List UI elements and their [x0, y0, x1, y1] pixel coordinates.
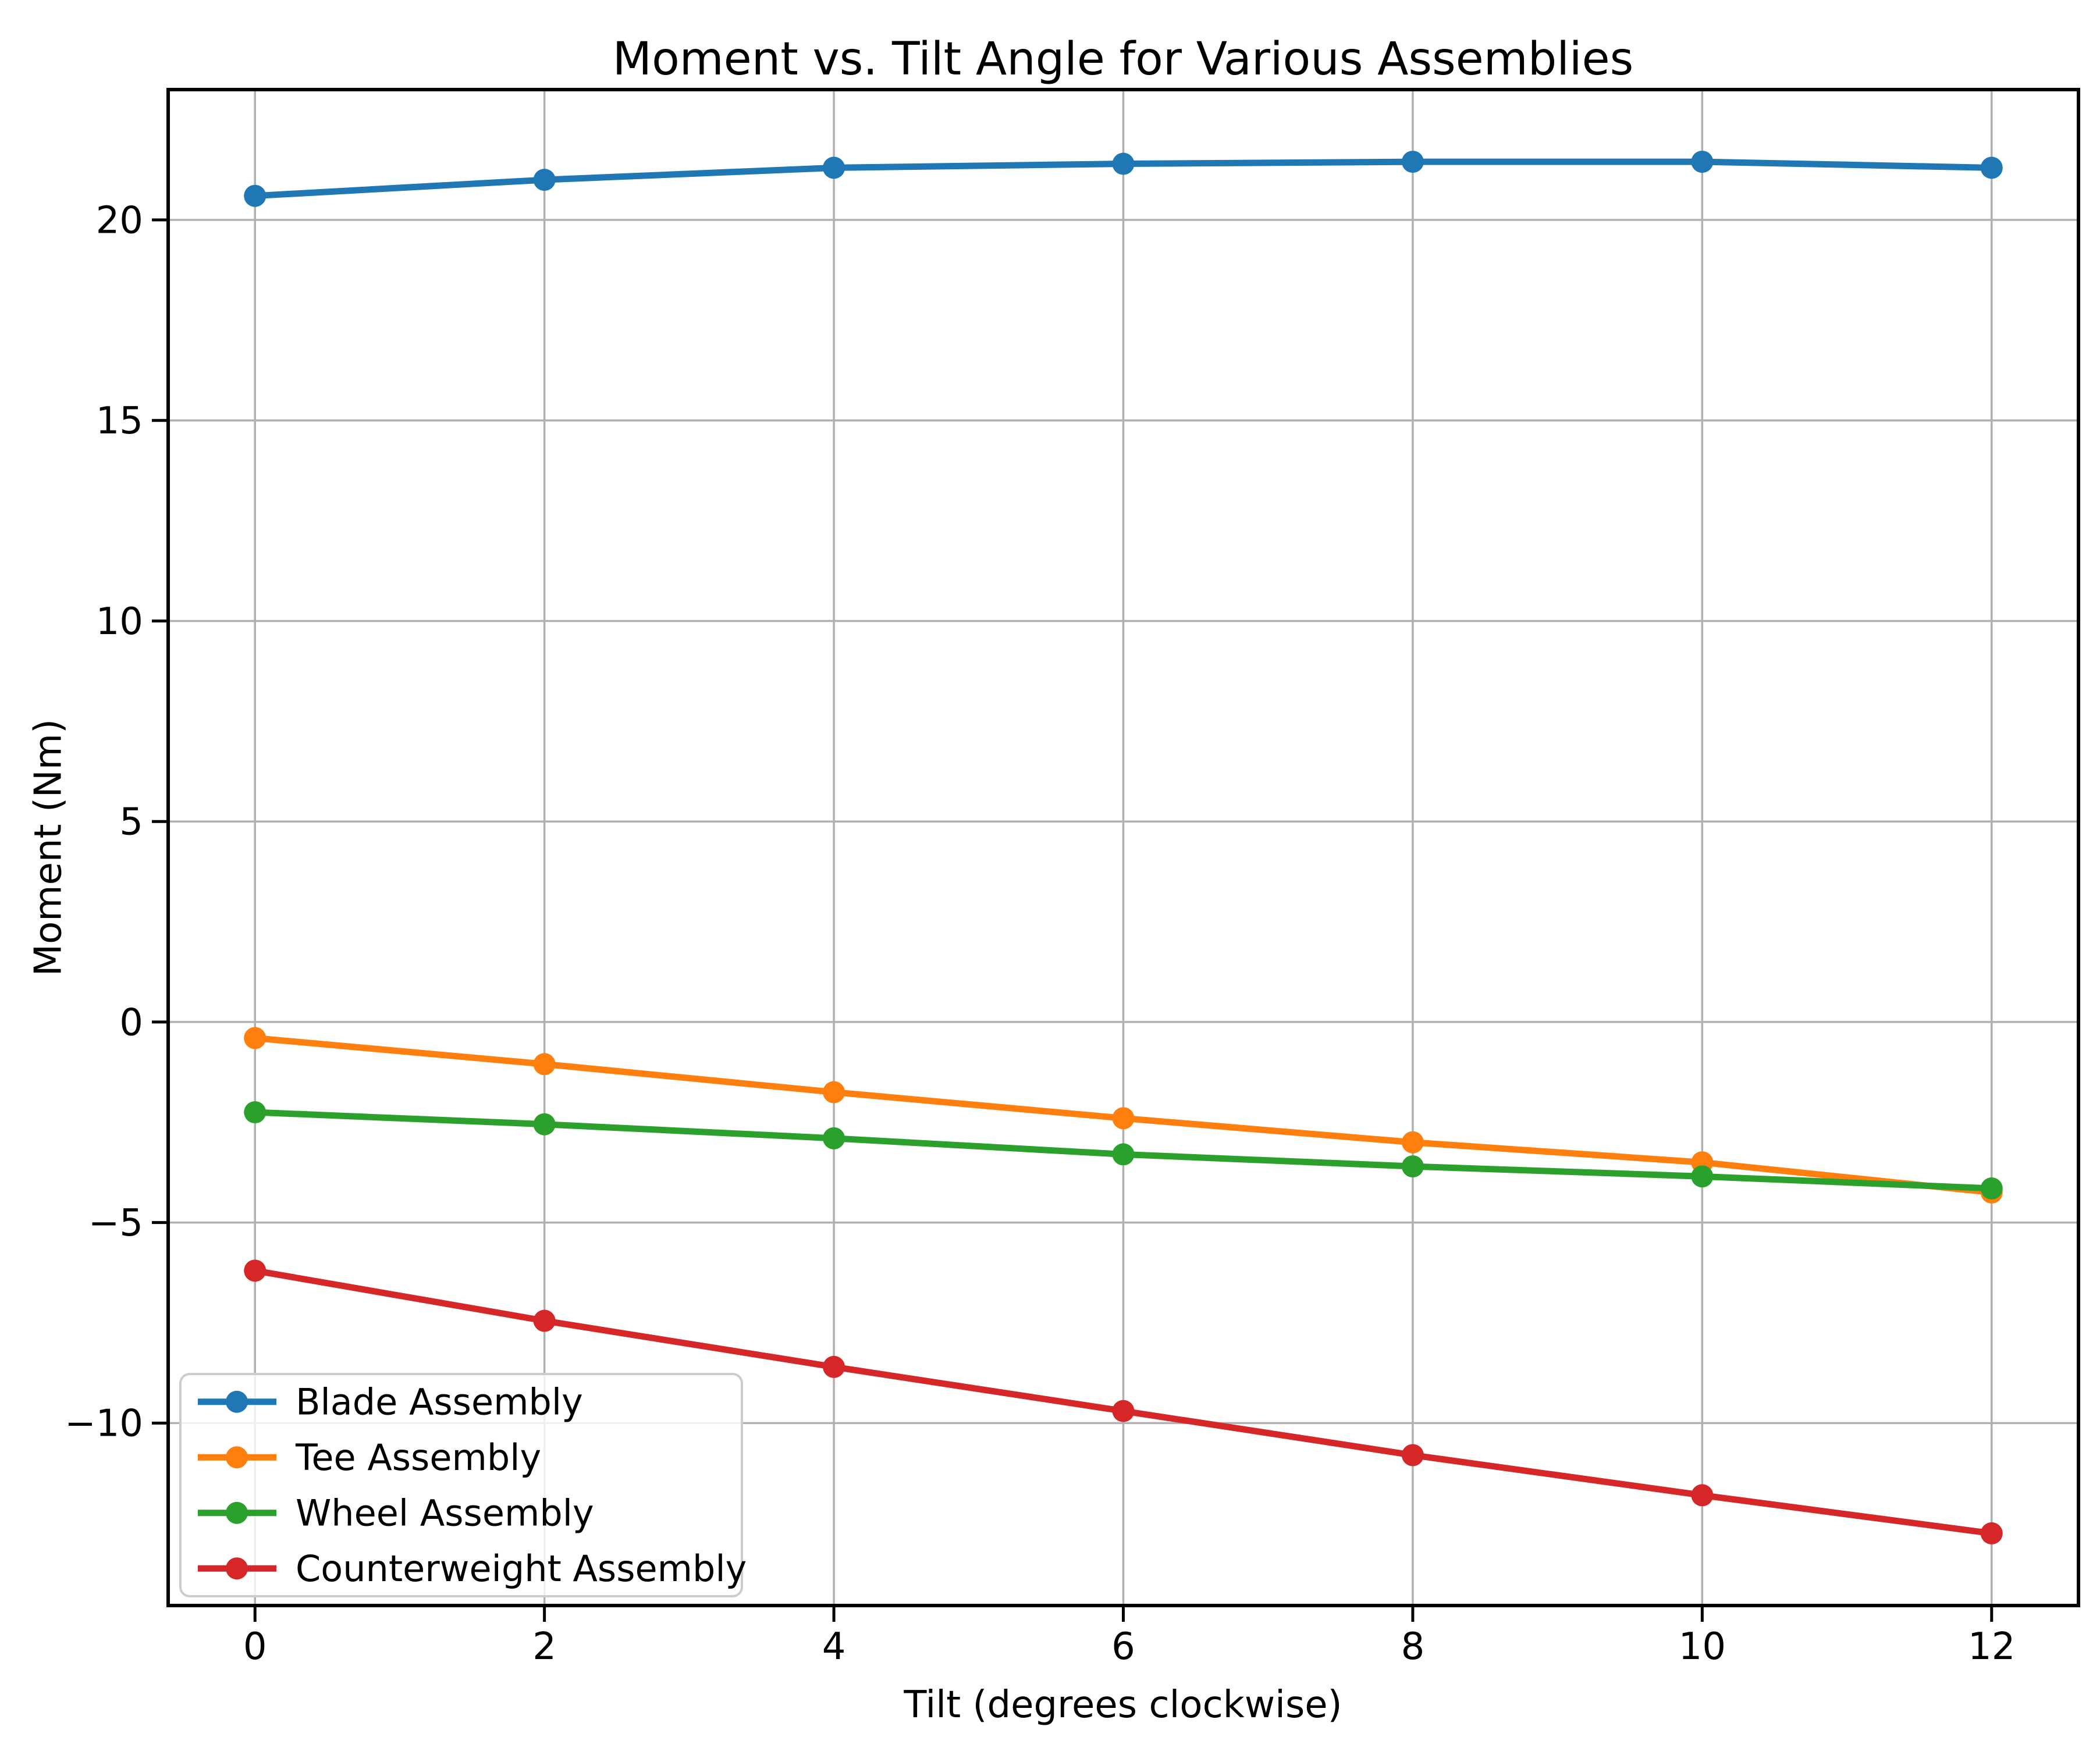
- blade-assembly-marker-x8: [1401, 151, 1424, 173]
- tee-assembly-marker-x8: [1401, 1131, 1424, 1154]
- x-axis-label: Tilt (degrees clockwise): [903, 1683, 1342, 1727]
- legend-label-blade-assembly: Blade Assembly: [296, 1380, 583, 1423]
- blade-assembly-marker-x10: [1691, 151, 1714, 173]
- data-series: [244, 151, 2003, 1544]
- tee-assembly-marker-x0: [244, 1027, 267, 1049]
- counterweight-assembly-marker-x12: [1980, 1522, 2003, 1544]
- legend-label-counterweight-assembly: Counterweight Assembly: [296, 1547, 747, 1590]
- x-tick-label-0: 0: [243, 1625, 267, 1668]
- legend-item-blade-assembly: Blade Assembly: [198, 1380, 583, 1423]
- counterweight-assembly-marker-x10: [1691, 1484, 1714, 1507]
- blade-assembly-marker-x4: [823, 156, 845, 179]
- counterweight-assembly-marker-x4: [823, 1355, 845, 1378]
- wheel-assembly-marker-x4: [823, 1127, 845, 1149]
- counterweight-assembly-marker-x8: [1401, 1444, 1424, 1467]
- x-tick-label-8: 8: [1401, 1625, 1425, 1668]
- legend-item-tee-assembly: Tee Assembly: [198, 1436, 541, 1479]
- wheel-assembly-marker-x0: [244, 1101, 267, 1124]
- blade-assembly-marker-x0: [244, 184, 267, 207]
- x-tick-label-2: 2: [532, 1625, 556, 1668]
- blade-assembly-marker-x2: [533, 169, 556, 191]
- x-tick-label-12: 12: [1968, 1625, 2015, 1668]
- legend-item-counterweight-assembly: Counterweight Assembly: [198, 1547, 747, 1590]
- counterweight-assembly-marker-x0: [244, 1259, 267, 1282]
- y-axis-label: Moment (Nm): [27, 719, 70, 976]
- legend-item-wheel-assembly: Wheel Assembly: [198, 1492, 594, 1534]
- blade-assembly-marker-x12: [1980, 156, 2003, 179]
- wheel-assembly-marker-x10: [1691, 1165, 1714, 1188]
- legend-marker-wheel-assembly: [226, 1501, 248, 1524]
- legend-label-tee-assembly: Tee Assembly: [295, 1436, 541, 1479]
- legend-marker-tee-assembly: [226, 1446, 248, 1469]
- tee-assembly-marker-x4: [823, 1081, 845, 1104]
- counterweight-assembly-marker-x2: [533, 1309, 556, 1332]
- y-tick-label-10: 10: [96, 600, 143, 643]
- y-tick-label--5: −5: [88, 1202, 143, 1245]
- y-tick-label-0: 0: [119, 1001, 143, 1044]
- tee-assembly-marker-x2: [533, 1053, 556, 1076]
- gridlines: [168, 90, 2078, 1606]
- y-tick-label-15: 15: [96, 400, 143, 443]
- series-counterweight-assembly: [244, 1259, 2003, 1544]
- wheel-assembly-marker-x12: [1980, 1177, 2003, 1200]
- y-tick-label--10: −10: [65, 1403, 143, 1446]
- wheel-assembly-marker-x2: [533, 1113, 556, 1136]
- blade-assembly-marker-x6: [1112, 152, 1135, 175]
- series-blade-assembly: [244, 151, 2003, 207]
- counterweight-assembly-marker-x6: [1112, 1400, 1135, 1422]
- y-tick-label-5: 5: [119, 801, 143, 844]
- chart-title: Moment vs. Tilt Angle for Various Assemb…: [613, 33, 1633, 86]
- wheel-assembly-marker-x8: [1401, 1155, 1424, 1178]
- legend: Blade Assembly Tee Assembly Wheel Assembly…: [179, 1373, 747, 1597]
- tee-assembly-marker-x6: [1112, 1107, 1135, 1130]
- wheel-assembly-marker-x6: [1112, 1143, 1135, 1166]
- series-wheel-assembly: [244, 1101, 2003, 1200]
- x-tick-label-10: 10: [1679, 1625, 1726, 1668]
- x-tick-label-4: 4: [822, 1625, 846, 1668]
- y-tick-label-20: 20: [96, 199, 143, 242]
- legend-box: [179, 1373, 743, 1597]
- legend-marker-counterweight-assembly: [226, 1557, 248, 1580]
- legend-marker-blade-assembly: [226, 1390, 248, 1413]
- x-tick-label-6: 6: [1111, 1625, 1135, 1668]
- axis-ticks: 0 2 4 6 8 10 12 20 15 10 5 0 −5 −10: [65, 199, 2016, 1668]
- legend-label-wheel-assembly: Wheel Assembly: [296, 1492, 594, 1534]
